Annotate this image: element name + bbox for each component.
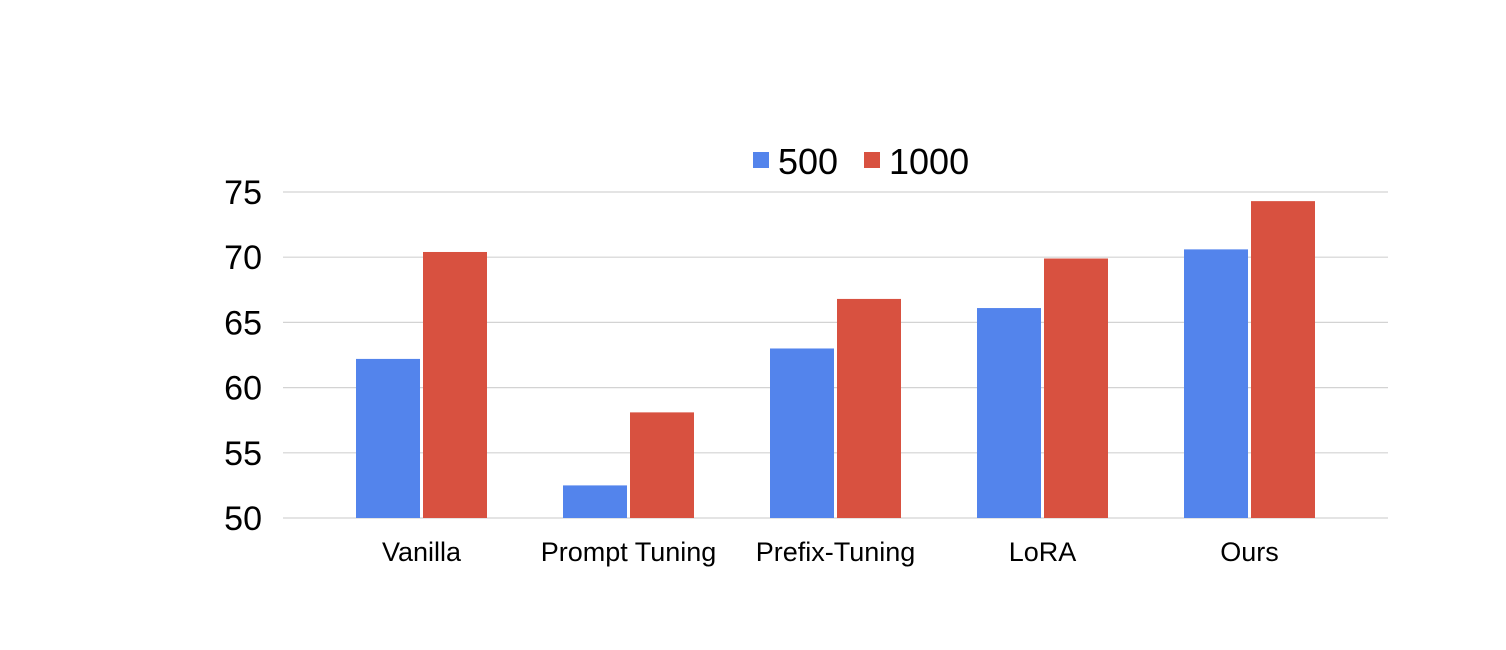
y-tick-label: 50: [224, 500, 262, 538]
bar-500-ours: [1184, 249, 1248, 518]
legend: 500 1000: [753, 141, 969, 182]
bar-500-prefix-tuning: [770, 348, 834, 518]
x-tick-label: LoRA: [1009, 537, 1077, 567]
legend-swatch-500: [753, 152, 769, 168]
bar-1000-vanilla: [423, 251, 487, 518]
bar-1000-lora: [1044, 258, 1108, 518]
x-tick-label: Ours: [1220, 537, 1279, 567]
bar-1000-prefix-tuning: [837, 298, 901, 518]
x-tick-label: Prompt Tuning: [541, 537, 717, 567]
bar-1000-prompt-tuning: [630, 412, 694, 518]
y-tick-label: 65: [224, 304, 262, 342]
y-tick-label: 75: [224, 174, 262, 212]
x-tick-label: Prefix-Tuning: [756, 537, 916, 567]
bar-1000-ours: [1251, 201, 1315, 519]
legend-label-1000: 1000: [889, 141, 969, 182]
x-tick-label: Vanilla: [382, 537, 462, 567]
bars: [356, 201, 1315, 519]
y-axis: 50 55 60 65 70 75: [224, 174, 262, 538]
bar-500-prompt-tuning: [563, 485, 627, 518]
bar-500-vanilla: [356, 358, 420, 518]
y-tick-label: 60: [224, 370, 262, 408]
y-tick-label: 70: [224, 239, 262, 277]
bar-500-lora: [977, 308, 1041, 518]
y-tick-label: 55: [224, 435, 262, 473]
legend-label-500: 500: [778, 141, 838, 182]
legend-swatch-1000: [864, 152, 880, 168]
x-axis: Vanilla Prompt Tuning Prefix-Tuning LoRA Our…: [382, 537, 1279, 567]
